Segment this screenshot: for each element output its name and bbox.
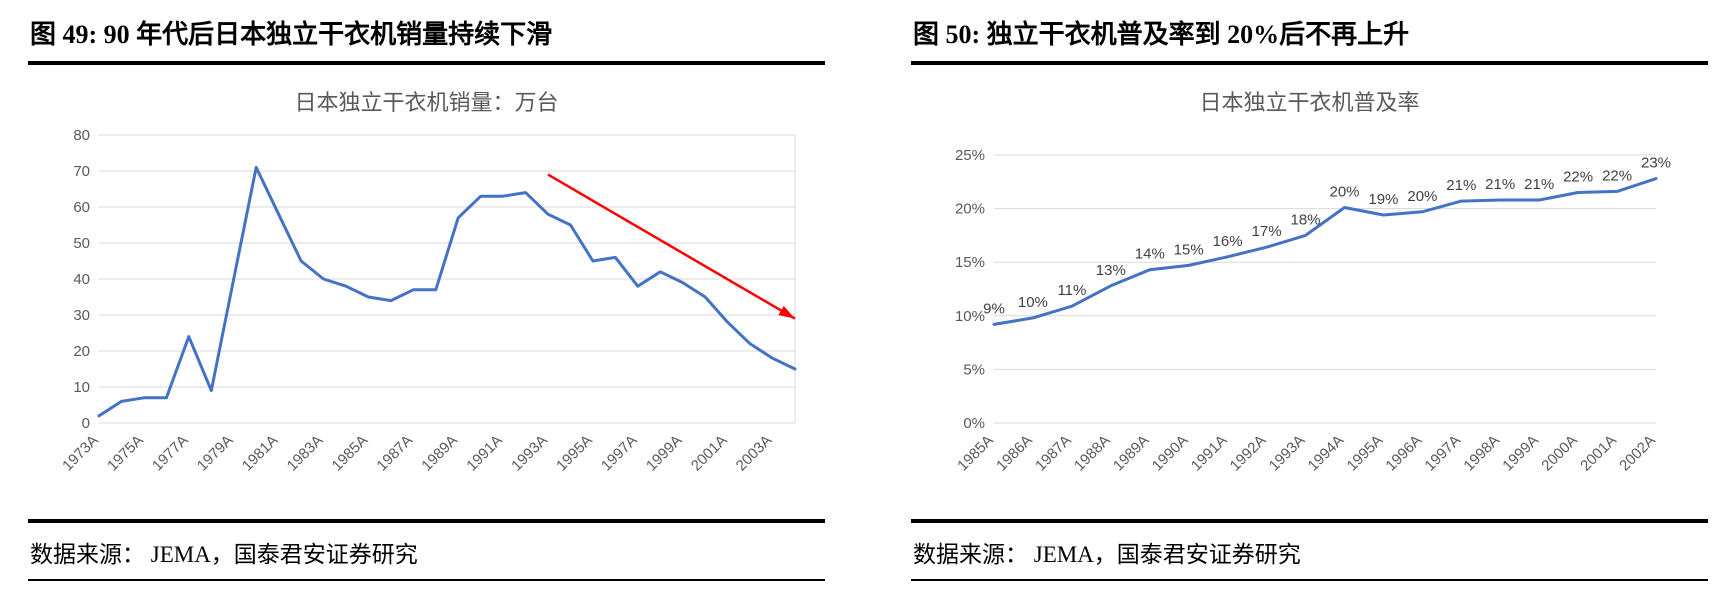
svg-text:1973A: 1973A <box>59 432 102 475</box>
figure-49-header: 图 49: 90 年代后日本独立干衣机销量持续下滑 <box>28 10 825 65</box>
svg-text:1987A: 1987A <box>373 432 416 475</box>
svg-text:1993A: 1993A <box>1265 432 1308 475</box>
svg-text:1981A: 1981A <box>238 432 281 475</box>
svg-text:21%: 21% <box>1485 176 1515 193</box>
svg-text:20%: 20% <box>1329 184 1359 201</box>
svg-text:10%: 10% <box>954 308 984 325</box>
svg-text:1989A: 1989A <box>1109 432 1152 475</box>
figure-50-header: 图 50: 独立干衣机普及率到 20%后不再上升 <box>911 10 1708 65</box>
svg-text:10: 10 <box>73 379 90 396</box>
svg-text:14%: 14% <box>1134 246 1164 263</box>
figure-49-source: 数据来源： JEMA，国泰君安证券研究 <box>28 519 825 581</box>
report-figures-row: 图 49: 90 年代后日本独立干衣机销量持续下滑 日本独立干衣机销量：万台 0… <box>28 10 1708 581</box>
svg-text:2001A: 2001A <box>1577 432 1620 475</box>
svg-text:30: 30 <box>73 307 90 324</box>
svg-text:1983A: 1983A <box>283 432 326 475</box>
svg-text:40: 40 <box>73 271 90 288</box>
svg-text:1999A: 1999A <box>1499 432 1542 475</box>
svg-text:16%: 16% <box>1212 233 1242 250</box>
svg-text:70: 70 <box>73 163 90 180</box>
svg-text:1999A: 1999A <box>642 432 685 475</box>
svg-text:10%: 10% <box>1017 294 1047 311</box>
svg-text:1995A: 1995A <box>553 432 596 475</box>
svg-text:20: 20 <box>73 343 90 360</box>
svg-text:1991A: 1991A <box>1187 432 1230 475</box>
svg-text:21%: 21% <box>1524 176 1554 193</box>
svg-text:1977A: 1977A <box>148 432 191 475</box>
svg-text:1989A: 1989A <box>418 432 461 475</box>
svg-text:9%: 9% <box>983 300 1005 317</box>
svg-text:1986A: 1986A <box>993 432 1036 475</box>
dryer-penetration-line-chart: 0% 5% 10% 15% 20% 25% 1985A1986A1987A1988A1989… <box>954 147 1671 475</box>
svg-text:80: 80 <box>73 127 90 144</box>
svg-text:0%: 0% <box>963 415 985 432</box>
svg-text:2001A: 2001A <box>687 432 730 475</box>
svg-text:1998A: 1998A <box>1460 432 1503 475</box>
svg-text:1990A: 1990A <box>1148 432 1191 475</box>
svg-text:20%: 20% <box>1407 188 1437 205</box>
svg-text:60: 60 <box>73 199 90 216</box>
svg-text:20%: 20% <box>954 201 984 218</box>
svg-text:1994A: 1994A <box>1304 432 1347 475</box>
svg-text:0: 0 <box>81 415 89 432</box>
svg-text:23%: 23% <box>1640 155 1670 172</box>
svg-text:1988A: 1988A <box>1070 432 1113 475</box>
svg-text:2003A: 2003A <box>732 432 775 475</box>
svg-text:1987A: 1987A <box>1032 432 1075 475</box>
svg-text:5%: 5% <box>963 361 985 378</box>
svg-text:1985A: 1985A <box>328 432 371 475</box>
figure-49-chart-title: 日本独立干衣机销量：万台 <box>294 90 559 115</box>
svg-text:1991A: 1991A <box>463 432 506 475</box>
svg-text:50: 50 <box>73 235 90 252</box>
svg-text:25%: 25% <box>954 147 984 164</box>
svg-text:11%: 11% <box>1057 282 1086 299</box>
figure-50-chart-title: 日本独立干衣机普及率 <box>1199 90 1420 115</box>
svg-text:15%: 15% <box>1173 241 1203 258</box>
svg-text:1992A: 1992A <box>1226 432 1269 475</box>
svg-text:22%: 22% <box>1602 167 1632 184</box>
svg-text:21%: 21% <box>1446 177 1476 194</box>
svg-text:1993A: 1993A <box>508 432 551 475</box>
svg-text:18%: 18% <box>1290 211 1320 228</box>
svg-text:13%: 13% <box>1095 262 1125 279</box>
svg-text:1997A: 1997A <box>1421 432 1464 475</box>
svg-text:2000A: 2000A <box>1538 432 1581 475</box>
svg-text:1995A: 1995A <box>1343 432 1386 475</box>
svg-text:19%: 19% <box>1368 191 1398 208</box>
svg-text:17%: 17% <box>1251 223 1281 240</box>
svg-text:1975A: 1975A <box>104 432 147 475</box>
figure-50-source: 数据来源： JEMA，国泰君安证券研究 <box>911 519 1708 581</box>
svg-text:1979A: 1979A <box>193 432 236 475</box>
svg-text:22%: 22% <box>1563 169 1593 186</box>
figure-49-panel: 图 49: 90 年代后日本独立干衣机销量持续下滑 日本独立干衣机销量：万台 0… <box>28 10 825 581</box>
svg-text:1997A: 1997A <box>597 432 640 475</box>
svg-text:15%: 15% <box>954 254 984 271</box>
svg-text:1996A: 1996A <box>1382 432 1425 475</box>
svg-text:2002A: 2002A <box>1616 432 1659 475</box>
figure-50-panel: 图 50: 独立干衣机普及率到 20%后不再上升 日本独立干衣机普及率 0% 5%… <box>911 10 1708 581</box>
svg-text:1985A: 1985A <box>954 432 997 475</box>
